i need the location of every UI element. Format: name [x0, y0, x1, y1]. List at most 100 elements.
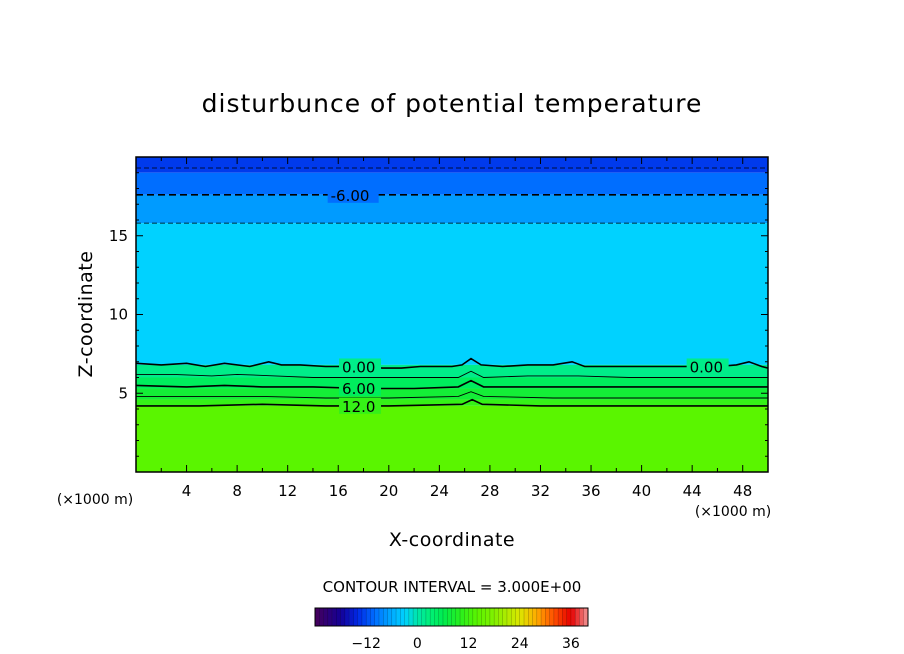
colorbar-cell	[562, 608, 567, 626]
colorbar-cell	[378, 608, 384, 626]
colorbar-cell	[506, 608, 512, 626]
y-unit-label: (×1000 m)	[57, 492, 133, 508]
x-tick-label: 20	[379, 482, 398, 500]
colorbar-cell	[545, 608, 550, 626]
colorbar-cell	[575, 608, 580, 626]
contour-interval: CONTOUR INTERVAL = 3.000E+00	[323, 578, 582, 596]
colorbar-cell	[502, 608, 508, 626]
colorbar-tick-label: −12	[351, 636, 381, 652]
contour-label-bg	[327, 186, 379, 203]
colorbar-cell	[477, 608, 482, 626]
colorbar-tick-label: 36	[562, 636, 580, 652]
x-ticks: 4 8 12 16 20 24 28 32 36 40 44 48	[160, 157, 752, 500]
field-band-0	[136, 157, 768, 173]
colorbar-cell	[541, 608, 546, 626]
colorbar-cell	[455, 608, 461, 626]
colorbar-cell	[340, 608, 346, 626]
field-band-2	[136, 194, 768, 224]
x-tick-label: 8	[232, 482, 242, 500]
colorbar-cell	[489, 608, 495, 626]
colorbar-cell	[438, 608, 444, 626]
colorbar-cell	[319, 608, 324, 626]
y-tick-label: 5	[118, 384, 128, 402]
colorbar-cell	[361, 608, 367, 626]
y-tick-label: 10	[109, 306, 128, 324]
colorbar-cell	[370, 608, 376, 626]
colorbar-cell	[315, 608, 320, 626]
colorbar-cell	[472, 608, 478, 626]
contour-line	[136, 398, 768, 407]
colorbar-cell	[579, 608, 585, 626]
colorbar-cell	[400, 608, 405, 626]
field-band-8	[136, 405, 768, 472]
colorbar-cell	[404, 608, 410, 626]
x-tick-label: 24	[430, 482, 449, 500]
x-unit-label: (×1000 m)	[695, 504, 771, 520]
colorbar-cell	[327, 608, 333, 626]
colorbar-cell	[511, 608, 516, 626]
contour-label: -6.00	[331, 187, 370, 205]
contour-label: 0.00	[690, 358, 723, 376]
colorbar-cell	[421, 608, 427, 626]
y-ticks: 5 10 15	[109, 172, 768, 457]
contour-label-bg	[339, 397, 382, 414]
colorbar-tick-label: 0	[413, 636, 422, 652]
colorbar-cell	[515, 608, 521, 626]
field-band-4	[136, 364, 768, 378]
colorbar-cell	[549, 608, 555, 626]
colorbar-cell	[353, 608, 358, 626]
colorbar-cell	[366, 608, 371, 626]
contour-line	[136, 357, 768, 369]
x-tick-label: 12	[278, 482, 297, 500]
colorbar-cell	[430, 608, 435, 626]
colorbar-cell	[481, 608, 486, 626]
colorbar-cell	[383, 608, 388, 626]
colorbar-cell	[524, 608, 529, 626]
colorbar-cell	[485, 608, 491, 626]
colorbar-cell	[374, 608, 380, 626]
colorbar-frame	[314, 607, 589, 627]
colorbar-cell	[349, 608, 354, 626]
colorbar-cell	[357, 608, 363, 626]
contour-line	[136, 391, 768, 399]
colorbar-cell	[336, 608, 341, 626]
colorbar-cell	[417, 608, 422, 626]
contour-label-bg	[339, 379, 382, 396]
y-axis-label: Z-coordinate	[75, 251, 97, 378]
colorbar-cell	[570, 608, 576, 626]
colorbar-cell	[413, 608, 418, 626]
colorbar-cell	[408, 608, 414, 626]
contour-label-bg	[686, 358, 729, 375]
contour-label: 12.0	[342, 398, 375, 416]
colorbar-cell	[396, 608, 401, 626]
x-tick-label: 32	[531, 482, 550, 500]
colorbar-cell	[553, 608, 559, 626]
field-band-5	[136, 377, 768, 389]
x-tick-label: 36	[581, 482, 600, 500]
field-band-3	[136, 223, 768, 365]
x-tick-label: 40	[632, 482, 651, 500]
field-band-1	[136, 172, 768, 195]
colorbar-cell	[442, 608, 448, 626]
field-bands	[136, 157, 768, 472]
colorbar-cell	[498, 608, 503, 626]
contour-label: 6.00	[342, 380, 375, 398]
contour-label-bg	[339, 358, 382, 375]
colorbar-cell	[558, 608, 563, 626]
colorbar-cell	[464, 608, 469, 626]
contour-line	[136, 379, 768, 390]
colorbar-cell	[332, 608, 337, 626]
colorbar-cell	[447, 608, 452, 626]
colorbar-cell	[583, 608, 589, 626]
colorbar	[314, 607, 589, 627]
colorbar-cell	[536, 608, 542, 626]
x-tick-label: 44	[683, 482, 702, 500]
colorbar-cell	[460, 608, 465, 626]
x-tick-label: 4	[182, 482, 192, 500]
colorbar-cell	[528, 608, 533, 626]
colorbar-cell	[425, 608, 431, 626]
x-tick-label: 16	[329, 482, 348, 500]
